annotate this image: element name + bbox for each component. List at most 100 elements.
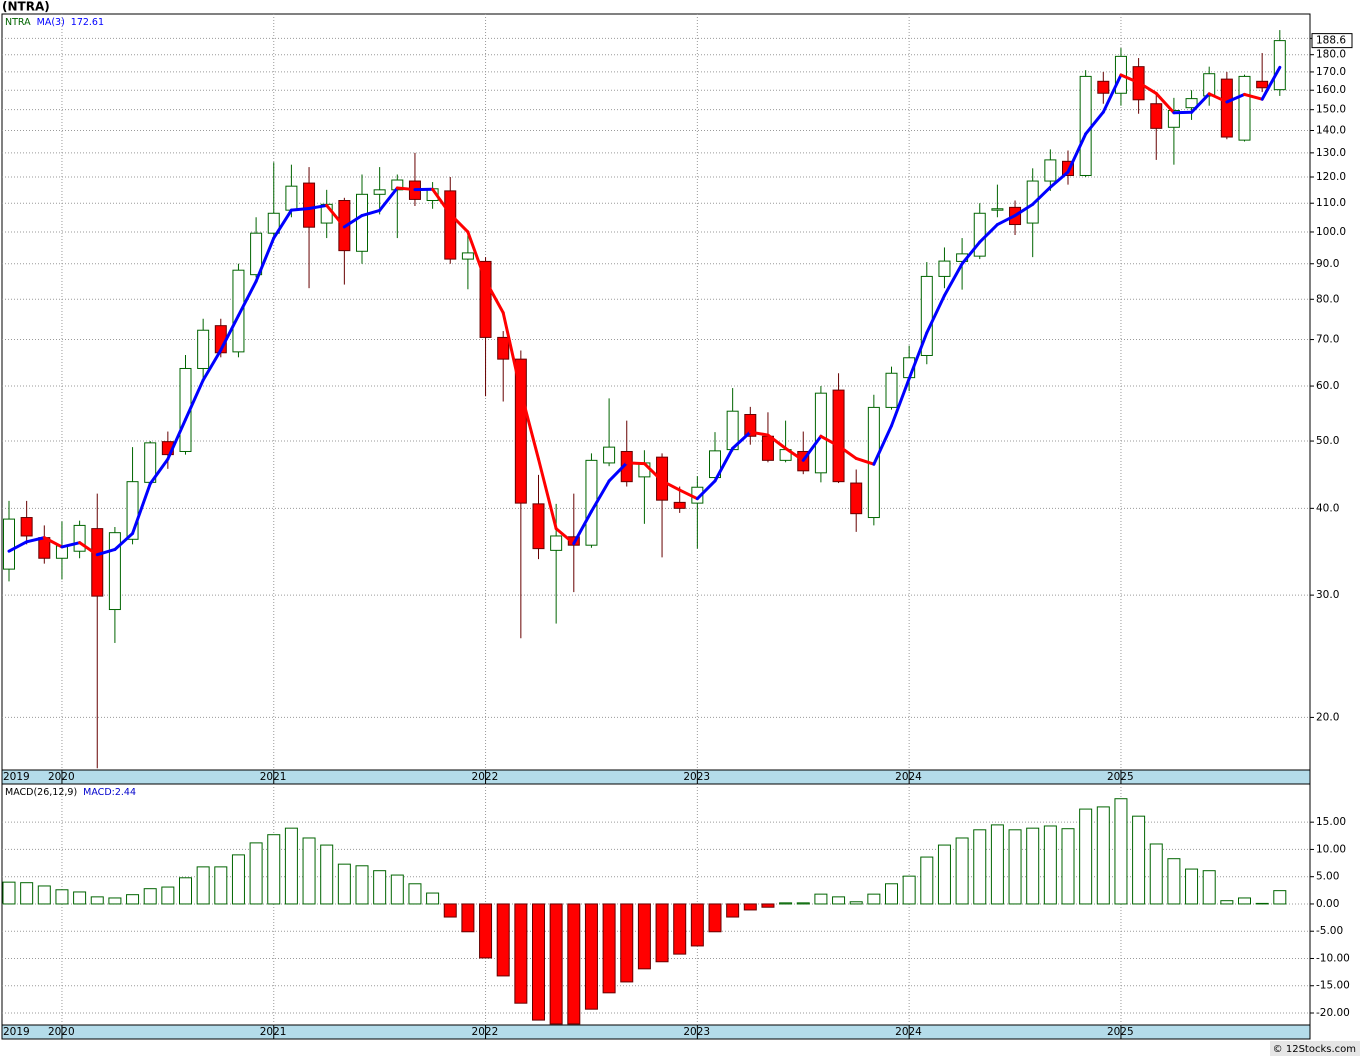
macd-bar bbox=[409, 884, 421, 904]
candle-body bbox=[674, 502, 685, 508]
macd-bar bbox=[1044, 826, 1056, 904]
candle-body bbox=[551, 536, 562, 550]
candle-body bbox=[604, 447, 615, 463]
candle-body bbox=[1151, 104, 1162, 129]
x-tick-label: 2019 bbox=[3, 1026, 30, 1038]
macd-bar bbox=[621, 904, 633, 982]
last-price-label: 188.6 bbox=[1316, 35, 1346, 47]
macd-bar bbox=[109, 898, 121, 904]
macd-bar bbox=[127, 895, 139, 904]
macd-bar bbox=[162, 887, 174, 904]
macd-bar bbox=[815, 894, 827, 904]
legend-ma-name: MA(3) bbox=[37, 17, 65, 28]
x-tick-label: 2025 bbox=[1107, 771, 1134, 783]
y-tick-label: 180.0 bbox=[1316, 49, 1346, 61]
macd-bar bbox=[1256, 903, 1268, 904]
macd-bar bbox=[991, 825, 1003, 904]
macd-bar bbox=[603, 904, 615, 993]
y-tick-label: 60.0 bbox=[1316, 380, 1339, 392]
candle-body bbox=[1080, 76, 1091, 175]
macd-bar bbox=[497, 904, 509, 976]
macd-bar bbox=[197, 867, 209, 904]
candle-body bbox=[833, 390, 844, 482]
y-tick-label: 100.0 bbox=[1316, 226, 1346, 238]
x-tick-label: 2023 bbox=[683, 1026, 710, 1038]
macd-bar bbox=[38, 886, 50, 904]
candle-body bbox=[4, 519, 15, 569]
y-tick-label: 130.0 bbox=[1316, 147, 1346, 159]
macd-bar bbox=[797, 903, 809, 904]
macd-bar bbox=[903, 876, 915, 904]
candle-body bbox=[304, 183, 315, 227]
candle-body bbox=[1239, 76, 1250, 140]
macd-bar bbox=[691, 904, 703, 946]
candle-body bbox=[815, 393, 826, 473]
macd-bar bbox=[886, 884, 898, 904]
y-tick-label: 30.0 bbox=[1316, 589, 1339, 601]
y-tick-label: 140.0 bbox=[1316, 124, 1346, 136]
macd-bar bbox=[1274, 891, 1286, 904]
y-tick-label: 5.00 bbox=[1316, 871, 1339, 883]
x-tick-label: 2024 bbox=[895, 771, 922, 783]
macd-bar bbox=[833, 897, 845, 904]
legend-symbol: NTRA bbox=[5, 17, 31, 28]
macd-bar bbox=[1080, 809, 1092, 904]
macd-bar bbox=[1062, 829, 1074, 904]
y-tick-label: 15.00 bbox=[1316, 816, 1346, 828]
macd-bar bbox=[762, 904, 774, 907]
macd-bar bbox=[180, 878, 192, 904]
candle-body bbox=[92, 529, 103, 597]
ma-line bbox=[397, 188, 415, 190]
macd-bar bbox=[356, 866, 368, 904]
candle-body bbox=[886, 373, 897, 407]
macd-bar bbox=[1221, 901, 1233, 904]
y-tick-label: 160.0 bbox=[1316, 84, 1346, 96]
y-tick-label: 90.0 bbox=[1316, 258, 1339, 270]
macd-bar bbox=[427, 893, 439, 904]
macd-bar bbox=[727, 904, 739, 917]
macd-bar bbox=[338, 864, 350, 904]
legend-macd-name: MACD(26,12,9) bbox=[5, 787, 77, 798]
macd-bar bbox=[1009, 830, 1021, 904]
macd-bar bbox=[91, 897, 103, 904]
y-tick-label: -15.00 bbox=[1316, 980, 1350, 992]
macd-bar bbox=[144, 889, 156, 904]
x-tick-label: 2021 bbox=[260, 771, 287, 783]
candle-body bbox=[992, 209, 1003, 210]
macd-bar bbox=[550, 904, 562, 1024]
macd-bar bbox=[921, 857, 933, 904]
macd-bar bbox=[444, 904, 456, 917]
macd-bar bbox=[515, 904, 527, 1003]
ma-line bbox=[627, 463, 645, 464]
x-tick-label: 2020 bbox=[48, 771, 75, 783]
candle-body bbox=[286, 186, 297, 210]
macd-bar bbox=[1168, 859, 1180, 904]
macd-bar bbox=[1150, 844, 1162, 904]
macd-bar bbox=[868, 894, 880, 904]
macd-bar bbox=[1133, 816, 1145, 904]
candle-body bbox=[1045, 160, 1056, 181]
ma-line bbox=[291, 208, 309, 210]
y-tick-label: 50.0 bbox=[1316, 435, 1339, 447]
macd-bar bbox=[585, 904, 597, 1009]
macd-bar bbox=[956, 838, 968, 904]
candle-body bbox=[1274, 41, 1285, 90]
y-tick-label: -20.00 bbox=[1316, 1007, 1350, 1019]
candle-body bbox=[74, 525, 85, 551]
macd-bar bbox=[638, 904, 650, 969]
macd-bar bbox=[232, 855, 244, 904]
macd-bar bbox=[374, 871, 386, 904]
legend-ma-value: 172.61 bbox=[71, 17, 104, 28]
legend: NTRA MA(3) 172.61 bbox=[5, 17, 104, 28]
candle-body bbox=[462, 253, 473, 259]
y-tick-label: 10.00 bbox=[1316, 843, 1346, 855]
candle-body bbox=[1257, 81, 1268, 87]
macd-bar bbox=[462, 904, 474, 932]
x-tick-label: 2024 bbox=[895, 1026, 922, 1038]
y-tick-label: -5.00 bbox=[1316, 925, 1343, 937]
y-tick-label: 120.0 bbox=[1316, 171, 1346, 183]
legend: MACD(26,12,9)MACD:2.44 bbox=[5, 787, 136, 798]
footer: © 12Stocks.com bbox=[1273, 1044, 1356, 1055]
